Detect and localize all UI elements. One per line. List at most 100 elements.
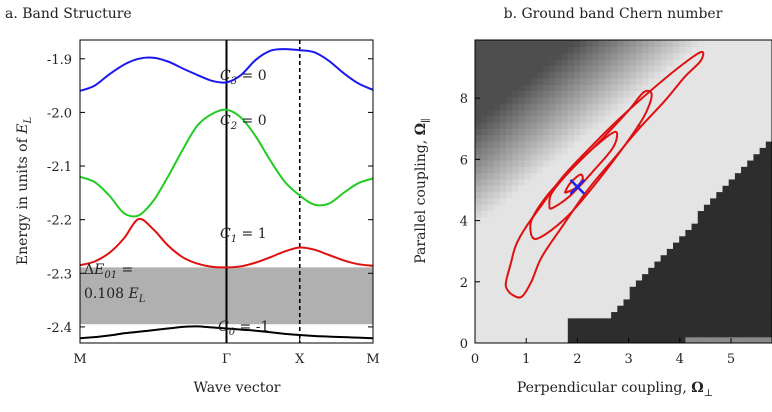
heatmap-cell	[549, 273, 557, 281]
heatmap-cell	[722, 298, 730, 306]
heatmap-cell	[567, 58, 575, 66]
heatmap-cell	[765, 71, 772, 79]
heatmap-cell	[592, 305, 600, 313]
heatmap-cell	[679, 191, 686, 199]
heatmap-cell	[567, 336, 575, 343]
heatmap-cell	[666, 153, 674, 161]
heatmap-cell	[493, 166, 501, 174]
heatmap-cell	[679, 90, 686, 98]
heatmap-cell	[487, 324, 495, 331]
heatmap-cell	[679, 159, 686, 167]
heatmap-cell	[722, 191, 730, 199]
heatmap-cell	[604, 210, 612, 218]
heatmap-cell	[660, 147, 668, 155]
heatmap-cell	[481, 191, 488, 199]
heatmap-cell	[679, 248, 686, 256]
heatmap-cell	[518, 141, 526, 148]
heatmap-cell	[561, 191, 569, 199]
heatmap-cell	[716, 254, 724, 262]
heatmap-cell	[598, 71, 606, 79]
heatmap-cell	[747, 267, 755, 275]
heatmap-cell	[530, 242, 538, 249]
heatmap-cell	[741, 46, 748, 54]
heatmap-cell	[617, 52, 625, 60]
heatmap-cell	[530, 103, 538, 111]
heatmap-cell	[635, 166, 643, 174]
heatmap-cell	[598, 242, 606, 249]
heatmap-cell	[697, 273, 705, 281]
heatmap-cell	[598, 185, 606, 193]
heatmap-cell	[635, 58, 643, 66]
heatmap-cell	[536, 103, 544, 111]
heatmap-cell	[629, 254, 637, 262]
heatmap-cell	[642, 191, 649, 199]
heatmap-cell	[555, 286, 563, 294]
heatmap-cell	[611, 298, 618, 306]
heatmap-cell	[691, 128, 699, 136]
heatmap-cell	[741, 229, 748, 237]
heatmap-cell	[530, 191, 538, 199]
heatmap-cell	[475, 109, 482, 117]
heatmap-cell	[666, 191, 674, 199]
heatmap-cell	[728, 286, 736, 294]
heatmap-cell	[512, 267, 519, 275]
heatmap-cell	[623, 40, 631, 47]
heatmap-cell	[703, 77, 711, 85]
heatmap-cell	[481, 128, 488, 136]
heatmap-cell	[747, 159, 755, 167]
heatmap-cell	[654, 172, 662, 180]
heatmap-cell	[629, 324, 637, 331]
heatmap-cell	[580, 229, 587, 237]
heatmap-cell	[512, 311, 519, 319]
heatmap-cell	[555, 204, 563, 212]
heatmap-cell	[555, 96, 563, 104]
heatmap-cell	[679, 153, 686, 161]
heatmap-cell	[685, 210, 693, 218]
heatmap-cell	[505, 248, 513, 256]
heatmap-cell	[580, 122, 587, 129]
heatmap-cell	[765, 166, 772, 174]
heatmap-cell	[475, 185, 482, 193]
heatmap-cell	[505, 46, 513, 54]
heatmap-cell	[666, 336, 674, 343]
heatmap-cell	[703, 103, 711, 111]
heatmap-cell	[561, 292, 569, 300]
heatmap-cell	[574, 292, 581, 300]
heatmap-cell	[685, 65, 693, 73]
heatmap-cell	[660, 216, 668, 224]
heatmap-cell	[555, 311, 563, 319]
heatmap-cell	[722, 185, 730, 193]
heatmap-cell	[728, 279, 736, 287]
heatmap-cell	[536, 71, 544, 79]
heatmap-cell	[747, 40, 755, 47]
heatmap-cell	[574, 260, 581, 268]
heatmap-cell	[574, 96, 581, 104]
heatmap-cell	[679, 128, 686, 136]
heatmap-cell	[543, 311, 550, 319]
heatmap-cell	[604, 305, 612, 313]
heatmap-cell	[530, 279, 538, 287]
heatmap-cell	[475, 52, 482, 60]
heatmap-cell	[753, 77, 761, 85]
heatmap-cell	[567, 324, 575, 331]
heatmap-cell	[734, 317, 742, 325]
heatmap-cell	[648, 286, 656, 294]
heatmap-cell	[629, 248, 637, 256]
heatmap-cell	[481, 58, 488, 66]
heatmap-cell	[623, 292, 631, 300]
heatmap-cell	[493, 279, 501, 287]
heatmap-cell	[549, 248, 557, 256]
heatmap-cell	[493, 273, 501, 281]
heatmap-cell	[654, 317, 662, 325]
heatmap-cell	[499, 147, 507, 155]
heatmap-cell	[753, 336, 761, 343]
heatmap-cell	[716, 267, 724, 275]
heatmap-cell	[580, 52, 587, 60]
marker-group	[569, 179, 586, 195]
heatmap-cell	[481, 40, 488, 47]
heatmap-cell	[759, 273, 767, 281]
heatmap-cell	[549, 122, 557, 129]
heatmap-cell	[580, 292, 587, 300]
heatmap-cell	[660, 260, 668, 268]
